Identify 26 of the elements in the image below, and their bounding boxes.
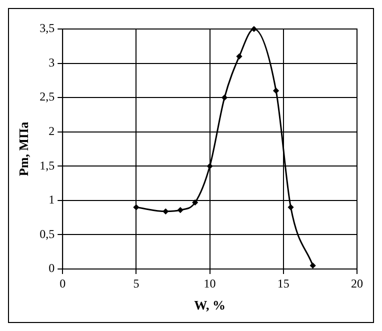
- x-tick-label: 20: [351, 276, 363, 290]
- y-tick-label: 2: [48, 124, 55, 138]
- x-axis-title: W, %: [194, 298, 226, 313]
- point: [178, 207, 184, 213]
- point: [222, 94, 228, 100]
- x-tick-label: 10: [204, 276, 216, 290]
- x-tick-label: 0: [60, 276, 66, 290]
- point: [310, 262, 316, 268]
- point: [207, 163, 213, 169]
- y-tick-label: 3,5: [40, 21, 55, 36]
- y-tick-label: 1: [48, 192, 55, 207]
- point: [251, 26, 257, 32]
- y-tick-label: 1,5: [40, 158, 55, 172]
- y-tick-label: 2,5: [40, 90, 55, 104]
- x-tick-label: 15: [277, 276, 290, 290]
- point: [288, 204, 294, 210]
- point: [236, 54, 242, 60]
- point: [133, 204, 139, 210]
- y-tick-label: 3: [48, 55, 55, 70]
- y-tick-label: 0: [48, 261, 55, 276]
- y-tick-label: 0,5: [40, 226, 55, 241]
- y-axis-title: Pm, МПа: [16, 121, 32, 176]
- point: [273, 88, 279, 94]
- point: [192, 200, 198, 206]
- point: [162, 208, 168, 214]
- x-tick-label: 5: [133, 276, 140, 290]
